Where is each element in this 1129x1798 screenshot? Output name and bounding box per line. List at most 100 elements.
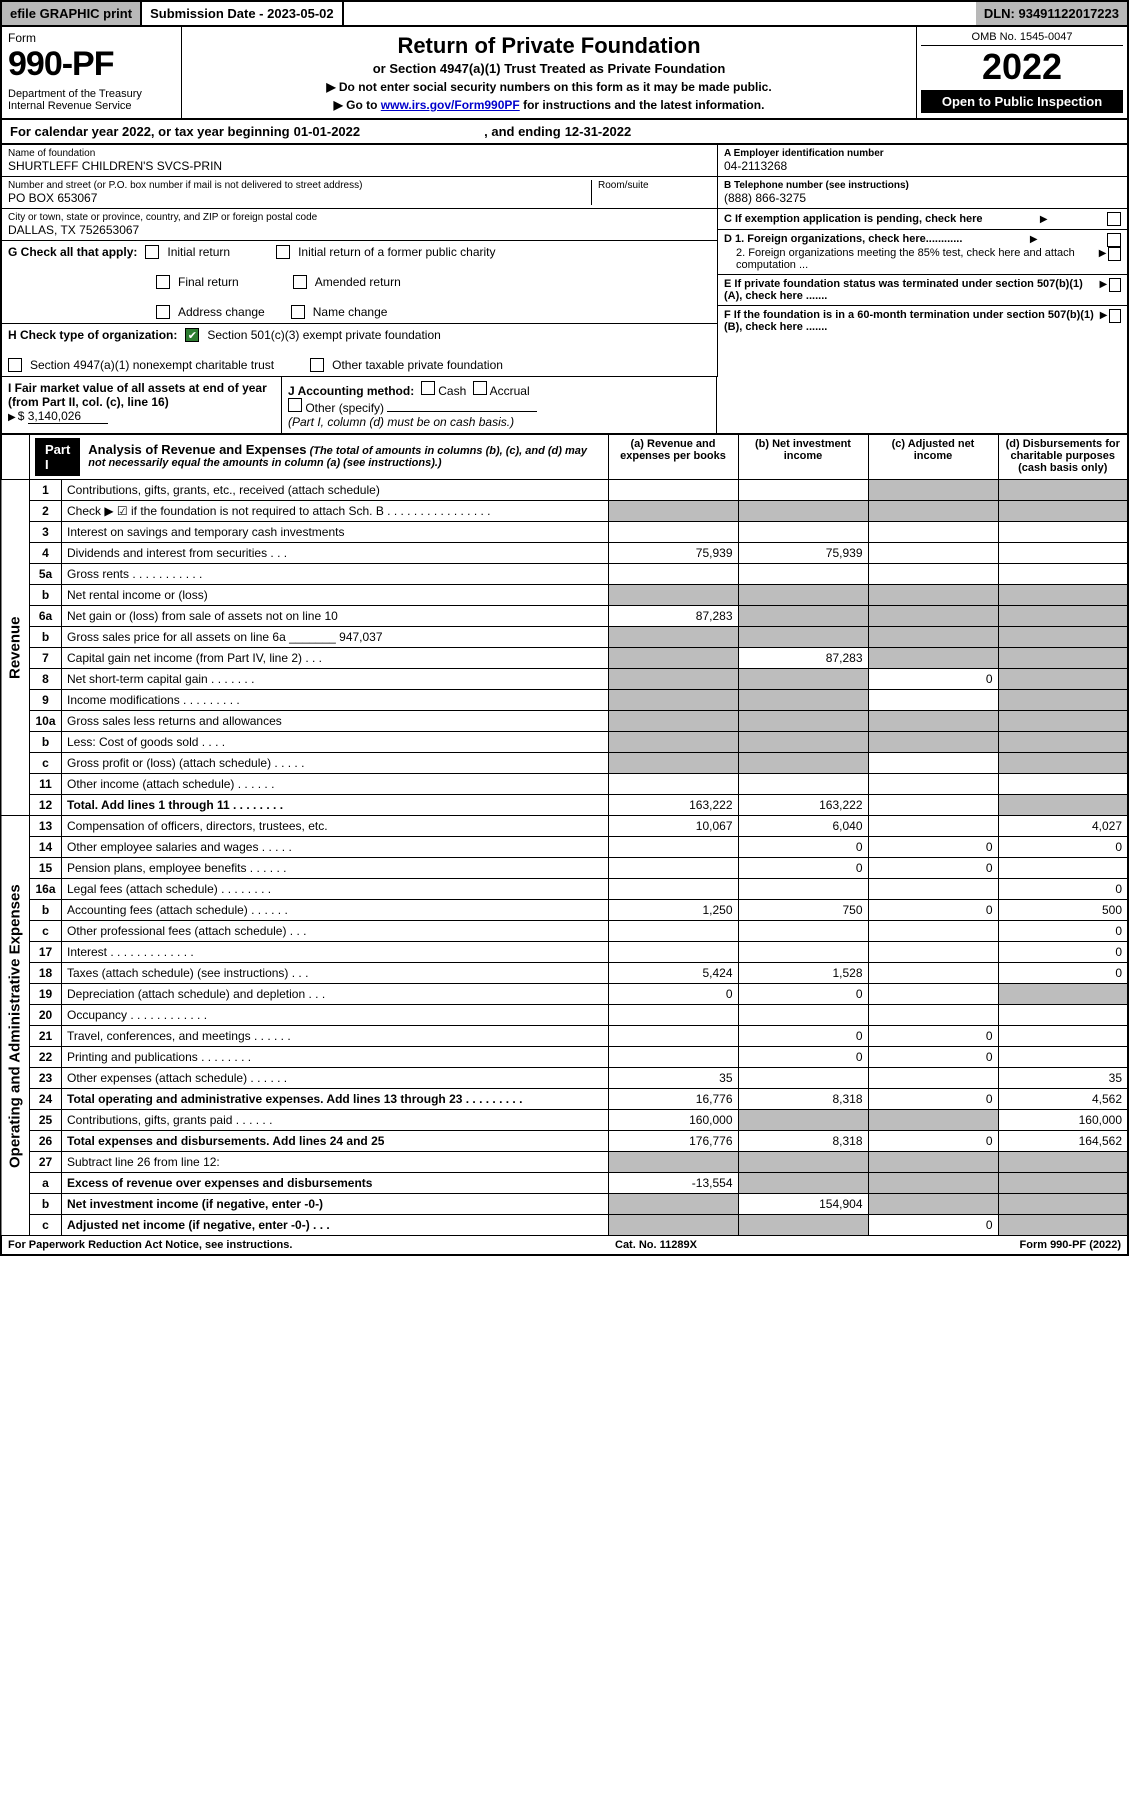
cell-b: 75,939: [738, 543, 868, 564]
cell-b: [738, 585, 868, 606]
addr-val: PO BOX 653067: [8, 191, 591, 205]
cell-d: [998, 1026, 1128, 1047]
table-row: cGross profit or (loss) (attach schedule…: [1, 753, 1128, 774]
line-no: 5a: [30, 564, 62, 585]
table-row: Operating and Administrative Expenses13C…: [1, 816, 1128, 837]
subdate-label: Submission Date -: [150, 6, 267, 21]
cell-a: [608, 1047, 738, 1068]
line-text: Excess of revenue over expenses and disb…: [62, 1173, 609, 1194]
cell-c: [868, 879, 998, 900]
cell-a: [608, 711, 738, 732]
line-no: c: [30, 1215, 62, 1236]
cell-b: [738, 522, 868, 543]
line-no: 3: [30, 522, 62, 543]
d2-lbl: 2. Foreign organizations meeting the 85%…: [736, 247, 1099, 271]
cell-b: 0: [738, 1047, 868, 1068]
line-text: Taxes (attach schedule) (see instruction…: [62, 963, 609, 984]
ck-other-method[interactable]: [288, 398, 302, 412]
ck-d1[interactable]: [1107, 233, 1121, 247]
cell-a: [608, 522, 738, 543]
table-row: aExcess of revenue over expenses and dis…: [1, 1173, 1128, 1194]
line-no: 21: [30, 1026, 62, 1047]
calendar-row: For calendar year 2022, or tax year begi…: [0, 120, 1129, 145]
line-text: Subtract line 26 from line 12:: [62, 1152, 609, 1173]
ck-cash[interactable]: [421, 381, 435, 395]
cell-d: [998, 711, 1128, 732]
ck-name-change[interactable]: [291, 305, 305, 319]
entity-left: Name of foundation SHURTLEFF CHILDREN'S …: [2, 145, 717, 377]
footer-mid: Cat. No. 11289X: [615, 1239, 697, 1251]
cell-b: [738, 564, 868, 585]
ck-e[interactable]: [1109, 278, 1121, 292]
j-note: (Part I, column (d) must be on cash basi…: [288, 415, 514, 429]
cell-c: [868, 942, 998, 963]
cell-d: 0: [998, 837, 1128, 858]
ck-address-change[interactable]: [156, 305, 170, 319]
note2-post: for instructions and the latest informat…: [520, 98, 765, 112]
table-row: 25Contributions, gifts, grants paid . . …: [1, 1110, 1128, 1131]
table-row: bNet rental income or (loss): [1, 585, 1128, 606]
table-row: 5aGross rents . . . . . . . . . . .: [1, 564, 1128, 585]
cell-b: [738, 1068, 868, 1089]
ck-f[interactable]: [1109, 309, 1121, 323]
cell-a: [608, 1194, 738, 1215]
city-lbl: City or town, state or province, country…: [8, 212, 711, 223]
cell-a: 87,283: [608, 606, 738, 627]
a-lbl: A Employer identification number: [724, 148, 884, 159]
ck-c[interactable]: [1107, 212, 1121, 226]
cell-d: [998, 564, 1128, 585]
irs-link[interactable]: www.irs.gov/Form990PF: [381, 98, 520, 112]
cell-c: 0: [868, 1047, 998, 1068]
efile-btn[interactable]: efile GRAPHIC print: [2, 2, 142, 25]
cell-b: [738, 921, 868, 942]
note-1: ▶ Do not enter social security numbers o…: [192, 80, 906, 94]
ck-initial-return[interactable]: [145, 245, 159, 259]
cell-c: [868, 543, 998, 564]
col-c-hdr: (c) Adjusted net income: [868, 435, 998, 480]
ck-initial-former[interactable]: [276, 245, 290, 259]
part1-title: Analysis of Revenue and Expenses: [88, 442, 306, 457]
ck-final-return[interactable]: [156, 275, 170, 289]
ck-accrual[interactable]: [473, 381, 487, 395]
cell-b: [738, 1173, 868, 1194]
ck-4947[interactable]: [8, 358, 22, 372]
cell-b: 750: [738, 900, 868, 921]
table-row: 23Other expenses (attach schedule) . . .…: [1, 1068, 1128, 1089]
footer-right: Form Form 990-PF (2022)990-PF (2022): [1020, 1239, 1122, 1251]
ck-d2[interactable]: [1108, 247, 1121, 261]
table-row: 15Pension plans, employee benefits . . .…: [1, 858, 1128, 879]
ck-501c3[interactable]: [185, 328, 199, 342]
cell-a: [608, 837, 738, 858]
cell-a: [608, 774, 738, 795]
header-right: OMB No. 1545-0047 2022 Open to Public In…: [917, 27, 1127, 118]
j-accrual: Accrual: [490, 384, 530, 398]
cal-begin: 01-01-2022: [294, 124, 361, 139]
form-header: Form 990-PF Department of the Treasury I…: [0, 27, 1129, 120]
cell-c: 0: [868, 1089, 998, 1110]
cell-d: [998, 585, 1128, 606]
cell-d: [998, 984, 1128, 1005]
table-row: 27Subtract line 26 from line 12:: [1, 1152, 1128, 1173]
table-row: 12Total. Add lines 1 through 11 . . . . …: [1, 795, 1128, 816]
cell-a: 176,776: [608, 1131, 738, 1152]
line-no: b: [30, 1194, 62, 1215]
cell-b: [738, 690, 868, 711]
cell-c: [868, 711, 998, 732]
f-cell: F If the foundation is in a 60-month ter…: [718, 306, 1127, 336]
col-a-hdr: (a) Revenue and expenses per books: [608, 435, 738, 480]
table-row: 3Interest on savings and temporary cash …: [1, 522, 1128, 543]
cell-a: [608, 732, 738, 753]
cell-a: [608, 942, 738, 963]
entity-block: Name of foundation SHURTLEFF CHILDREN'S …: [0, 145, 1129, 377]
line-no: c: [30, 921, 62, 942]
header-center: Return of Private Foundation or Section …: [182, 27, 917, 118]
cell-d: [998, 1047, 1128, 1068]
ck-other-taxable[interactable]: [310, 358, 324, 372]
ck-amended[interactable]: [293, 275, 307, 289]
cell-d: [998, 1005, 1128, 1026]
line-text: Contributions, gifts, grants paid . . . …: [62, 1110, 609, 1131]
table-row: 8Net short-term capital gain . . . . . .…: [1, 669, 1128, 690]
cell-a: [608, 564, 738, 585]
cell-b: [738, 480, 868, 501]
cell-d: 500: [998, 900, 1128, 921]
